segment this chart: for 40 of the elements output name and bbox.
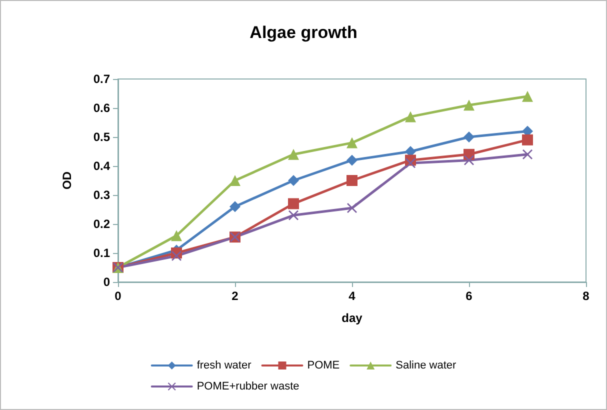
y-tick-label: 0.5	[93, 130, 110, 144]
y-tick-label: 0.2	[93, 217, 110, 231]
point	[464, 100, 474, 111]
point	[405, 111, 416, 122]
point	[288, 210, 298, 220]
point	[288, 148, 299, 160]
point	[172, 250, 182, 261]
y-tick-label: 0.7	[93, 72, 110, 86]
point	[230, 175, 240, 186]
y-tick-label: 0.4	[93, 159, 110, 173]
y-tick-label: 0	[103, 275, 110, 289]
point	[464, 155, 474, 166]
x-tick-label: 2	[232, 289, 239, 303]
point	[406, 158, 416, 168]
x-tick-label: 4	[348, 289, 356, 303]
point	[346, 137, 358, 148]
point	[522, 149, 532, 160]
legend-label: Saline water	[396, 360, 457, 372]
x-tick-label: 8	[582, 289, 590, 303]
point	[522, 134, 533, 146]
point	[346, 175, 358, 186]
x-tick-label: 0	[114, 289, 122, 303]
point	[288, 175, 299, 186]
point	[171, 230, 182, 242]
x-tick-label: 6	[466, 289, 473, 303]
point	[347, 203, 357, 214]
point	[464, 132, 474, 142]
point	[346, 154, 358, 166]
point	[230, 201, 240, 212]
point	[288, 198, 299, 210]
y-tick-label: 0.1	[93, 246, 110, 260]
chart-title: Algae growth	[250, 23, 358, 42]
y-tick-label: 0.3	[93, 188, 110, 202]
legend-label: POME+rubber waste	[196, 380, 300, 392]
y-axis-title: OD	[60, 171, 74, 190]
legend-label: POME	[307, 360, 340, 372]
x-axis-title: day	[342, 311, 363, 325]
y-tick-label: 0.6	[93, 101, 110, 115]
legend-label: fresh water	[196, 360, 252, 372]
point	[522, 90, 533, 102]
